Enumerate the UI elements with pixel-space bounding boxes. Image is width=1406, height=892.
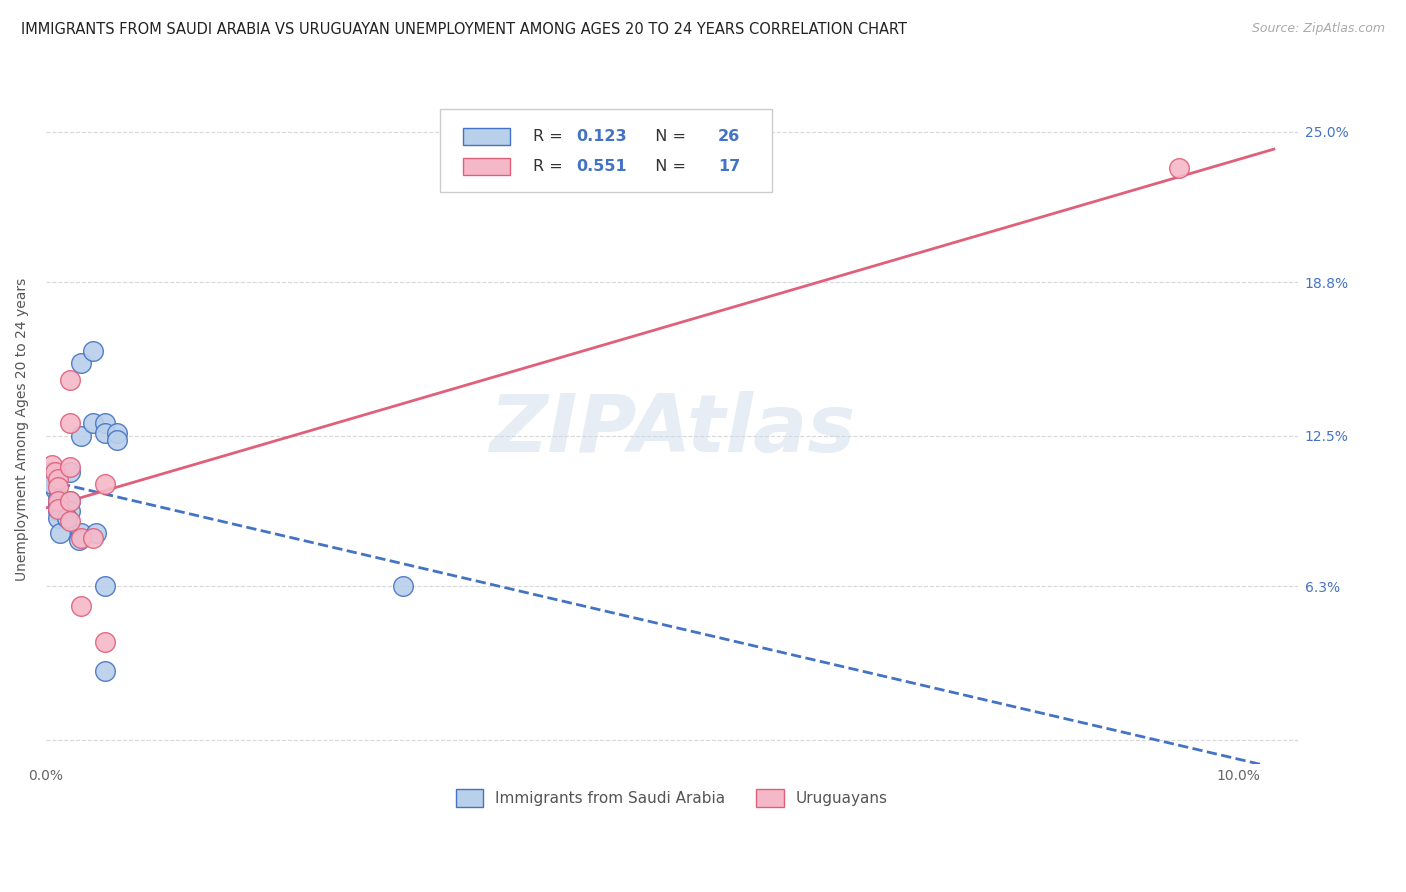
Point (46, 491, 69, 506)
Point (67, 533, 90, 548)
Point (1167, 161, 1189, 176)
Point (41, 458, 63, 472)
FancyBboxPatch shape (463, 128, 510, 145)
Point (94, 579, 117, 593)
Text: N =: N = (645, 129, 692, 145)
Point (70, 531, 93, 545)
FancyBboxPatch shape (440, 109, 772, 192)
Text: R =: R = (533, 129, 568, 145)
Point (58, 373, 80, 387)
Point (46, 497, 69, 511)
Point (44, 465, 66, 479)
Point (58, 494, 80, 508)
Point (46, 480, 69, 494)
Point (94, 417, 117, 431)
Point (82, 531, 104, 545)
Point (58, 460, 80, 475)
Point (94, 477, 117, 491)
Point (82, 417, 104, 431)
FancyBboxPatch shape (463, 159, 510, 175)
Point (58, 504, 80, 518)
Text: 26: 26 (718, 129, 741, 145)
Point (46, 472, 69, 486)
Text: Source: ZipAtlas.com: Source: ZipAtlas.com (1251, 22, 1385, 36)
Text: 0.123: 0.123 (576, 129, 627, 145)
Point (70, 599, 93, 613)
Point (94, 635, 117, 649)
Point (58, 514, 80, 528)
Text: IMMIGRANTS FROM SAUDI ARABIA VS URUGUAYAN UNEMPLOYMENT AMONG AGES 20 TO 24 YEARS: IMMIGRANTS FROM SAUDI ARABIA VS URUGUAYA… (21, 22, 907, 37)
Point (84, 525, 107, 540)
Point (41, 465, 63, 479)
Point (58, 417, 80, 431)
Point (82, 343, 104, 358)
Point (58, 465, 80, 479)
Point (70, 428, 93, 442)
Y-axis label: Unemployment Among Ages 20 to 24 years: Unemployment Among Ages 20 to 24 years (15, 278, 30, 582)
Text: ZIPAtlas: ZIPAtlas (488, 391, 855, 468)
Point (46, 501, 69, 516)
Point (56, 511, 79, 525)
Legend: Immigrants from Saudi Arabia, Uruguayans: Immigrants from Saudi Arabia, Uruguayans (450, 783, 894, 813)
Text: 0.551: 0.551 (576, 160, 627, 174)
Point (44, 482, 66, 496)
Point (70, 356, 93, 370)
Point (70, 525, 93, 540)
Point (46, 494, 69, 508)
Point (94, 665, 117, 679)
Point (46, 511, 69, 525)
Point (392, 579, 415, 593)
Text: 17: 17 (718, 160, 741, 174)
Point (41, 477, 63, 491)
Text: N =: N = (645, 160, 692, 174)
Point (49, 525, 72, 540)
Point (94, 426, 117, 441)
Text: R =: R = (533, 160, 568, 174)
Point (46, 504, 69, 518)
Point (105, 434, 128, 448)
Point (58, 494, 80, 508)
Point (105, 426, 128, 441)
